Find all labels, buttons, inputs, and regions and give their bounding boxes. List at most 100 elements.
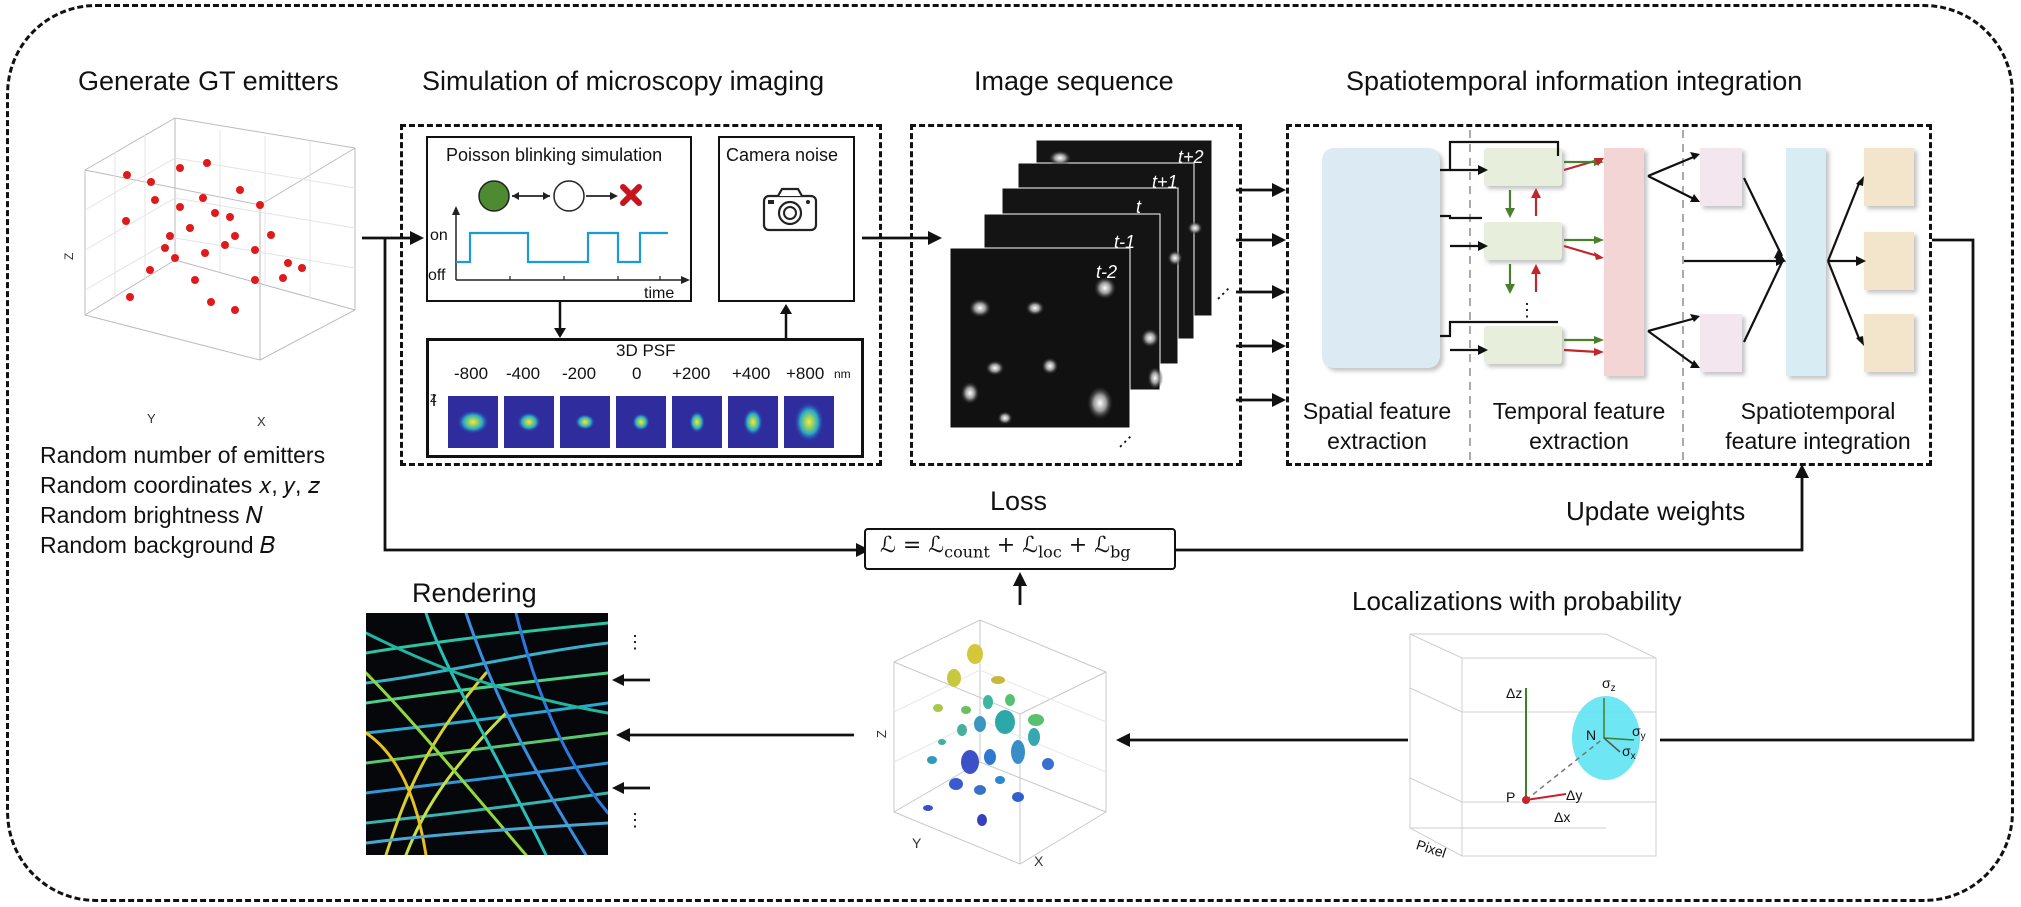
loc-sigma-z-label: σz — [1602, 675, 1616, 694]
bleach-x-icon — [620, 184, 642, 206]
temporal-ellipsis: ⋮ — [1518, 300, 1536, 320]
signal-off-label: off — [428, 267, 446, 284]
psf-depth-0: -800 — [454, 364, 489, 383]
volume-x-label: X — [1034, 853, 1044, 869]
emitter-param-background: Random background 𝐵 — [40, 532, 276, 558]
label-spatial-line1: Spatial feature — [1302, 398, 1452, 424]
blinking-title: Poisson blinking simulation — [446, 145, 663, 165]
scatter-x-label: X — [257, 414, 266, 429]
scatter-z-label: Z — [62, 253, 76, 260]
output-block-2 — [1864, 232, 1914, 290]
label-integration-line1: Spatiotemporal — [1740, 398, 1896, 424]
volume-y-label: Y — [912, 835, 922, 851]
sequence-panel — [910, 124, 1242, 466]
loc-pixel-label: Pixel — [1414, 836, 1448, 861]
psf-title: 3D PSF — [616, 341, 676, 360]
emitter-param-coords: Random coordinates 𝑥, 𝑦, 𝑧 — [40, 472, 320, 498]
integration-panel — [1286, 124, 1932, 466]
blinking-signal — [456, 231, 668, 264]
frame-label-t-plus-2: t+2 — [1178, 147, 1204, 167]
loss-sub-bg: bg — [1110, 542, 1131, 562]
loss-term-loc: ℒ — [1022, 533, 1039, 558]
camera-icon — [762, 187, 818, 232]
label-temporal-line1: Temporal feature — [1492, 398, 1666, 424]
frame-label-t-plus-1: t+1 — [1152, 172, 1178, 192]
frame-label-t-minus-2: t-2 — [1096, 262, 1117, 282]
psf-depth-3: 0 — [632, 364, 642, 383]
simulation-panel — [400, 124, 882, 466]
localization-volume: Z Y X — [874, 619, 1107, 869]
loss-title: Loss — [990, 486, 1048, 516]
header-integration: Spatiotemporal information integration — [1346, 66, 1803, 96]
psf-depth-6: +800 — [786, 364, 825, 383]
loss-lhs: ℒ — [880, 533, 896, 558]
loc-p-label: P — [1506, 789, 1515, 805]
rendering-title: Rendering — [412, 578, 537, 608]
scatter-y-label: Y — [147, 411, 156, 426]
off-state-icon — [553, 180, 585, 212]
psf-depth-5: +400 — [732, 364, 771, 383]
update-weights-label: Update weights — [1566, 496, 1746, 526]
frame-label-t: t — [1136, 197, 1142, 217]
psf-unit: nm — [834, 367, 851, 381]
temporal-block-1 — [1484, 148, 1562, 186]
loc-sigma-y-label: σy — [1632, 723, 1646, 742]
loss-term-count: ℒ — [928, 533, 945, 558]
network-diagram: ⋮ — [1322, 130, 1914, 462]
emitter-param-count: Random number of emitters — [40, 442, 326, 468]
header-simulation: Simulation of microscopy imaging — [422, 66, 825, 96]
temporal-merge-block — [1604, 148, 1644, 376]
label-spatial-line2: extraction — [1327, 428, 1427, 454]
integration-small-2 — [1700, 314, 1742, 372]
loc-dz-label: Δz — [1506, 685, 1522, 701]
blinking-diagram: on off time — [428, 180, 690, 300]
label-temporal-line2: extraction — [1529, 428, 1629, 454]
header-sequence: Image sequence — [974, 66, 1174, 96]
temporal-block-3 — [1484, 326, 1562, 364]
emitter-param-brightness: Random brightness 𝑁 — [40, 502, 263, 528]
output-block-1 — [1864, 148, 1914, 206]
psf-depth-2: -200 — [562, 364, 597, 383]
label-temporal-feature: Temporal feature extraction — [1474, 396, 1684, 456]
volume-z-label: Z — [874, 730, 889, 738]
loc-dx-label: Δx — [1554, 809, 1570, 825]
integration-small-1 — [1700, 148, 1742, 206]
sim-internal-arrows — [554, 302, 792, 340]
on-state-icon — [478, 180, 510, 212]
loc-n-label: N — [1586, 727, 1596, 743]
signal-on-label: on — [430, 227, 448, 244]
output-block-3 — [1864, 314, 1914, 372]
pixel-origin-point — [1522, 796, 1530, 804]
loss-sub-loc: loc — [1038, 542, 1062, 562]
label-spatial-feature: Spatial feature extraction — [1294, 396, 1460, 456]
header-generate: Generate GT emitters — [78, 66, 339, 96]
loss-formula: ℒ = ℒcount + ℒloc + ℒbg — [880, 533, 1131, 562]
signal-time-label: time — [644, 285, 674, 300]
label-integration-feature: Spatiotemporal feature integration — [1708, 396, 1928, 456]
loss-sub-count: count — [944, 542, 990, 562]
gt-emitter-scatter: Z Y X — [62, 117, 356, 429]
outer-frame — [6, 4, 2014, 902]
camera-title: Camera noise — [726, 145, 839, 165]
loss-term-bg: ℒ — [1094, 533, 1111, 558]
loc-sigma-x-label: σx — [1622, 743, 1636, 762]
render-ellipsis-top: ⋮ — [626, 632, 644, 652]
rendering-image — [366, 613, 608, 855]
psf-depth-1: -400 — [506, 364, 541, 383]
blinking-box — [426, 136, 692, 302]
spatial-block — [1322, 148, 1440, 368]
integration-center-block — [1786, 148, 1826, 376]
label-integration-line2: feature integration — [1725, 428, 1911, 454]
temporal-block-2 — [1484, 222, 1562, 260]
loc-dy-label: Δy — [1566, 787, 1582, 803]
frame-label-t-minus-1: t-1 — [1114, 232, 1135, 252]
localization-probability-diagram: Δz σz N σy σx P Δy Δx Pixel — [1409, 633, 1657, 861]
psf-depth-row: -800 -400 -200 0 +200 +400 +800 nm — [446, 364, 866, 388]
psf-images: Z — [430, 393, 834, 448]
render-ellipsis-bottom: ⋮ — [626, 810, 644, 830]
image-stack: t+2 t+1 t t-1 t-2 ⋮ ⋮ — [950, 139, 1237, 448]
psf-axis-label: Z — [430, 393, 437, 405]
psf-depth-4: +200 — [672, 364, 711, 383]
localizations-title: Localizations with probability — [1352, 586, 1682, 616]
